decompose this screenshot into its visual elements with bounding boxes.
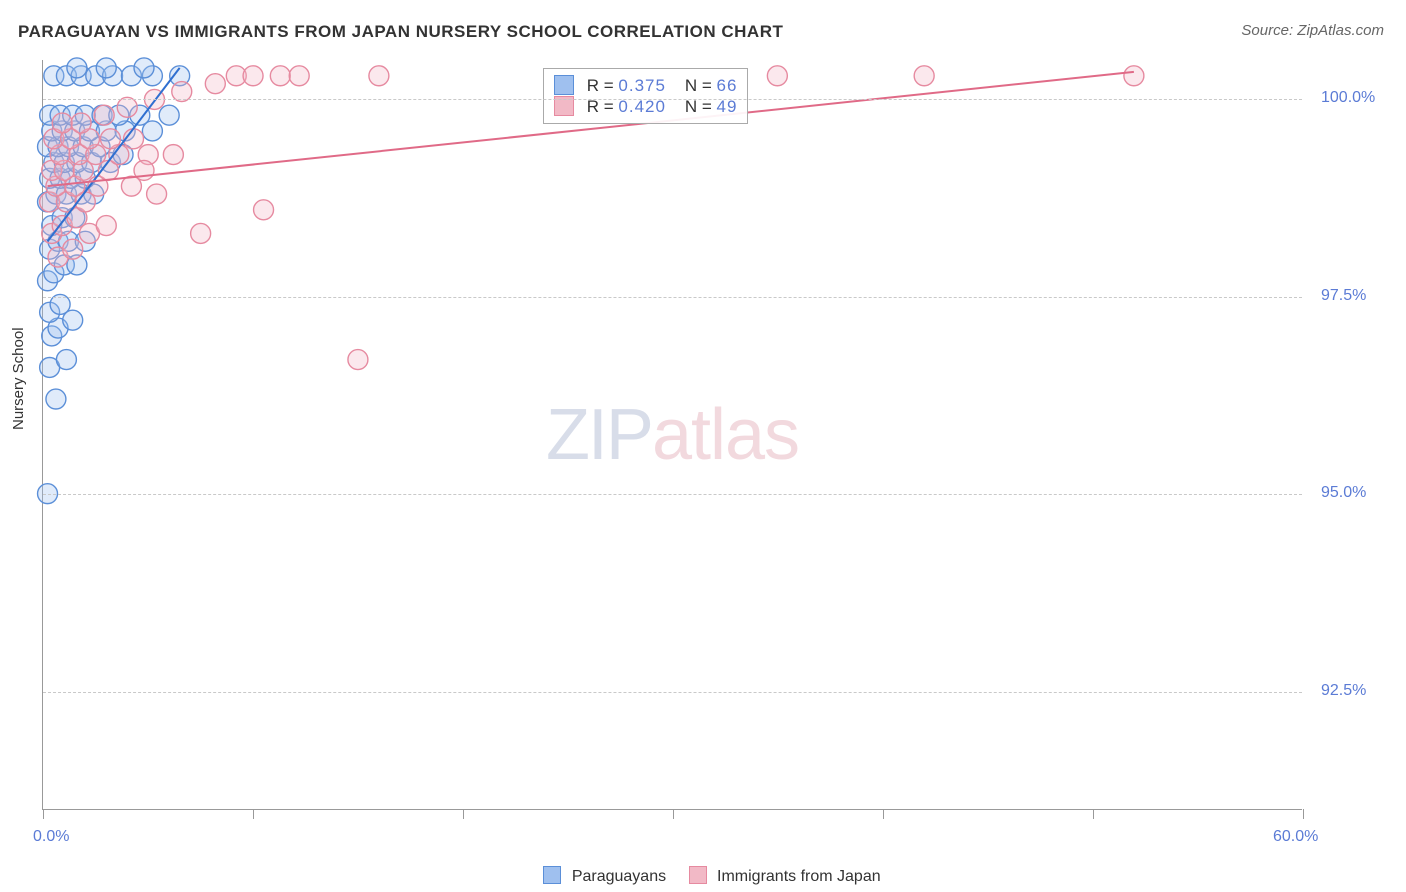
gridline-h [43,297,1302,298]
n-value-1: 66 [717,76,738,95]
gridline-h [43,99,1302,100]
x-tick [43,809,44,819]
bottom-swatch-2 [689,866,707,884]
r-value-1: 0.375 [618,76,666,95]
y-tick-label: 92.5% [1321,682,1366,700]
source-prefix: Source: [1241,22,1297,39]
x-tick [673,809,674,819]
y-tick-label: 95.0% [1321,484,1366,502]
gridline-h [43,494,1302,495]
y-tick-label: 100.0% [1321,89,1375,107]
plot-area: ZIPatlas R = 0.375 N = 66 R = 0.420 N = … [42,60,1302,810]
x-tick [463,809,464,819]
bottom-legend-label-2: Immigrants from Japan [717,868,881,885]
y-tick-label: 97.5% [1321,287,1366,305]
legend-swatch-1 [554,75,574,95]
x-tick-label: 60.0% [1273,828,1318,846]
x-tick [1093,809,1094,819]
scatter-svg [43,60,1302,809]
source-link[interactable]: ZipAtlas.com [1297,22,1384,39]
source-attribution: Source: ZipAtlas.com [1241,22,1384,39]
bottom-legend-label-1: Paraguayans [572,868,666,885]
x-tick-label: 0.0% [33,828,69,846]
x-tick [253,809,254,819]
bottom-swatch-1 [543,866,561,884]
x-tick [883,809,884,819]
r-label: R = [587,76,614,95]
bottom-legend: Paraguayans Immigrants from Japan [0,866,1406,886]
x-tick [1303,809,1304,819]
gridline-h [43,692,1302,693]
y-axis-label: Nursery School [10,327,27,430]
chart-title: PARAGUAYAN VS IMMIGRANTS FROM JAPAN NURS… [18,22,783,42]
n-label: N = [685,76,712,95]
stats-row-1: R = 0.375 N = 66 [554,75,737,96]
stats-legend-box: R = 0.375 N = 66 R = 0.420 N = 49 [543,68,748,124]
